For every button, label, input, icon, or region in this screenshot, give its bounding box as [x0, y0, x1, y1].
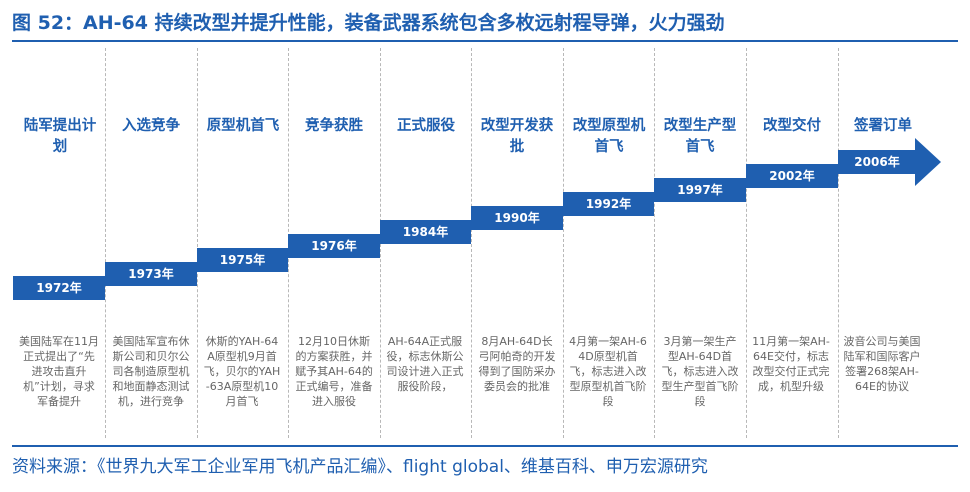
event-title: 陆军提出计划	[23, 118, 97, 155]
timeline-arrow-icon	[915, 138, 941, 186]
event-title: 改型交付	[763, 118, 821, 134]
year-step: 1997年	[654, 178, 746, 202]
event-title: 改型开发获批	[480, 118, 554, 155]
event-description: 8月AH-64D长弓阿帕奇的开发得到了国防采办委员会的批准	[478, 335, 556, 393]
event-description: 休斯的YAH-64A原型机9月首飞，贝尔的YAH-63A原型机10月首飞	[203, 335, 281, 408]
event-description: 12月10日休斯的方案获胜，并赋予其AH-64的正式编号，准备进入服役	[295, 335, 373, 408]
event-description: 4月第一架AH-64D原型机首飞，标志进入改型原型机首飞阶段	[569, 335, 647, 408]
event-description: 11月第一架AH-64E交付，标志改型交付正式完成，机型升级	[752, 335, 830, 393]
source-rule	[12, 445, 958, 447]
year-step: 1976年	[288, 234, 380, 258]
column-divider	[563, 48, 564, 438]
title-rule	[12, 40, 958, 42]
column-divider	[654, 48, 655, 438]
column-divider	[197, 48, 198, 438]
year-step: 1975年	[197, 248, 288, 272]
year-step: 1990年	[471, 206, 563, 230]
event-title: 改型原型机首飞	[572, 118, 646, 155]
source-note: 资料来源：《世界九大军工企业军用飞机产品汇编》、flight global、维基…	[12, 457, 708, 477]
event-description: 美国陆军在11月正式提出了“先进攻击直升机”计划，寻求军备提升	[19, 335, 99, 408]
figure-title: 图 52：AH-64 持续改型并提升性能，装备武器系统包含多枚远射程导弹，火力强…	[12, 12, 725, 34]
event-title: 正式服役	[397, 118, 455, 134]
year-step: 1984年	[380, 220, 471, 244]
event-title: 竞争获胜	[305, 118, 363, 134]
column-divider	[105, 48, 106, 438]
event-description: 3月第一架生产型AH-64D首飞，标志进入改型生产型首飞阶段	[661, 335, 739, 408]
year-step: 2002年	[746, 164, 838, 188]
column-divider	[838, 48, 839, 438]
event-description: AH-64A正式服役，标志休斯公司设计进入正式服役阶段，	[386, 335, 464, 393]
column-divider	[471, 48, 472, 438]
column-divider	[746, 48, 747, 438]
event-title: 签署订单	[854, 118, 912, 134]
year-step: 2006年	[838, 150, 916, 174]
event-description: 波音公司与美国陆军和国际客户签署268架AH-64E的协议	[843, 335, 921, 393]
year-step: 1992年	[563, 192, 654, 216]
year-step: 1973年	[105, 262, 197, 286]
year-step: 1972年	[13, 276, 105, 300]
event-title: 入选竞争	[122, 118, 180, 134]
event-description: 美国陆军宣布休斯公司和贝尔公司各制造原型机和地面静态测试机，进行竞争	[112, 335, 190, 408]
event-title: 改型生产型首飞	[663, 118, 737, 155]
event-title: 原型机首飞	[206, 118, 280, 134]
